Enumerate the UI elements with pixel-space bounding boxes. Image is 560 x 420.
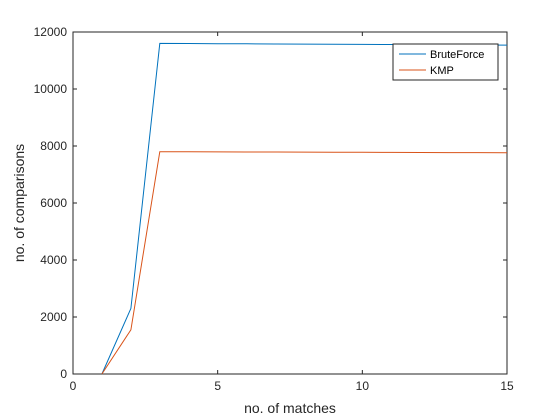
y-tick-label: 6000 xyxy=(40,196,67,210)
series-line-kmp xyxy=(101,151,508,375)
x-axis-title: no. of matches xyxy=(244,400,336,416)
legend: BruteForce KMP xyxy=(392,43,499,81)
y-tick-label: 8000 xyxy=(40,139,67,153)
x-tick-label: 15 xyxy=(500,379,514,393)
y-axis-title: no. of comparisons xyxy=(11,144,27,262)
axis-ticks: 0 5 10 15 0 2000 4000 6000 8000 10000 12000 xyxy=(34,25,514,393)
legend-label: KMP xyxy=(430,65,454,77)
y-tick-label: 0 xyxy=(60,367,67,381)
x-tick-label: 0 xyxy=(70,379,77,393)
x-tick-label: 10 xyxy=(356,379,370,393)
x-tick-label: 5 xyxy=(214,379,221,393)
y-tick-label: 12000 xyxy=(34,25,68,39)
legend-box xyxy=(392,43,499,81)
y-tick-label: 10000 xyxy=(34,82,68,96)
legend-label: BruteForce xyxy=(430,49,484,61)
y-tick-label: 4000 xyxy=(40,253,67,267)
plot-area xyxy=(72,31,508,375)
y-tick-label: 2000 xyxy=(40,310,67,324)
